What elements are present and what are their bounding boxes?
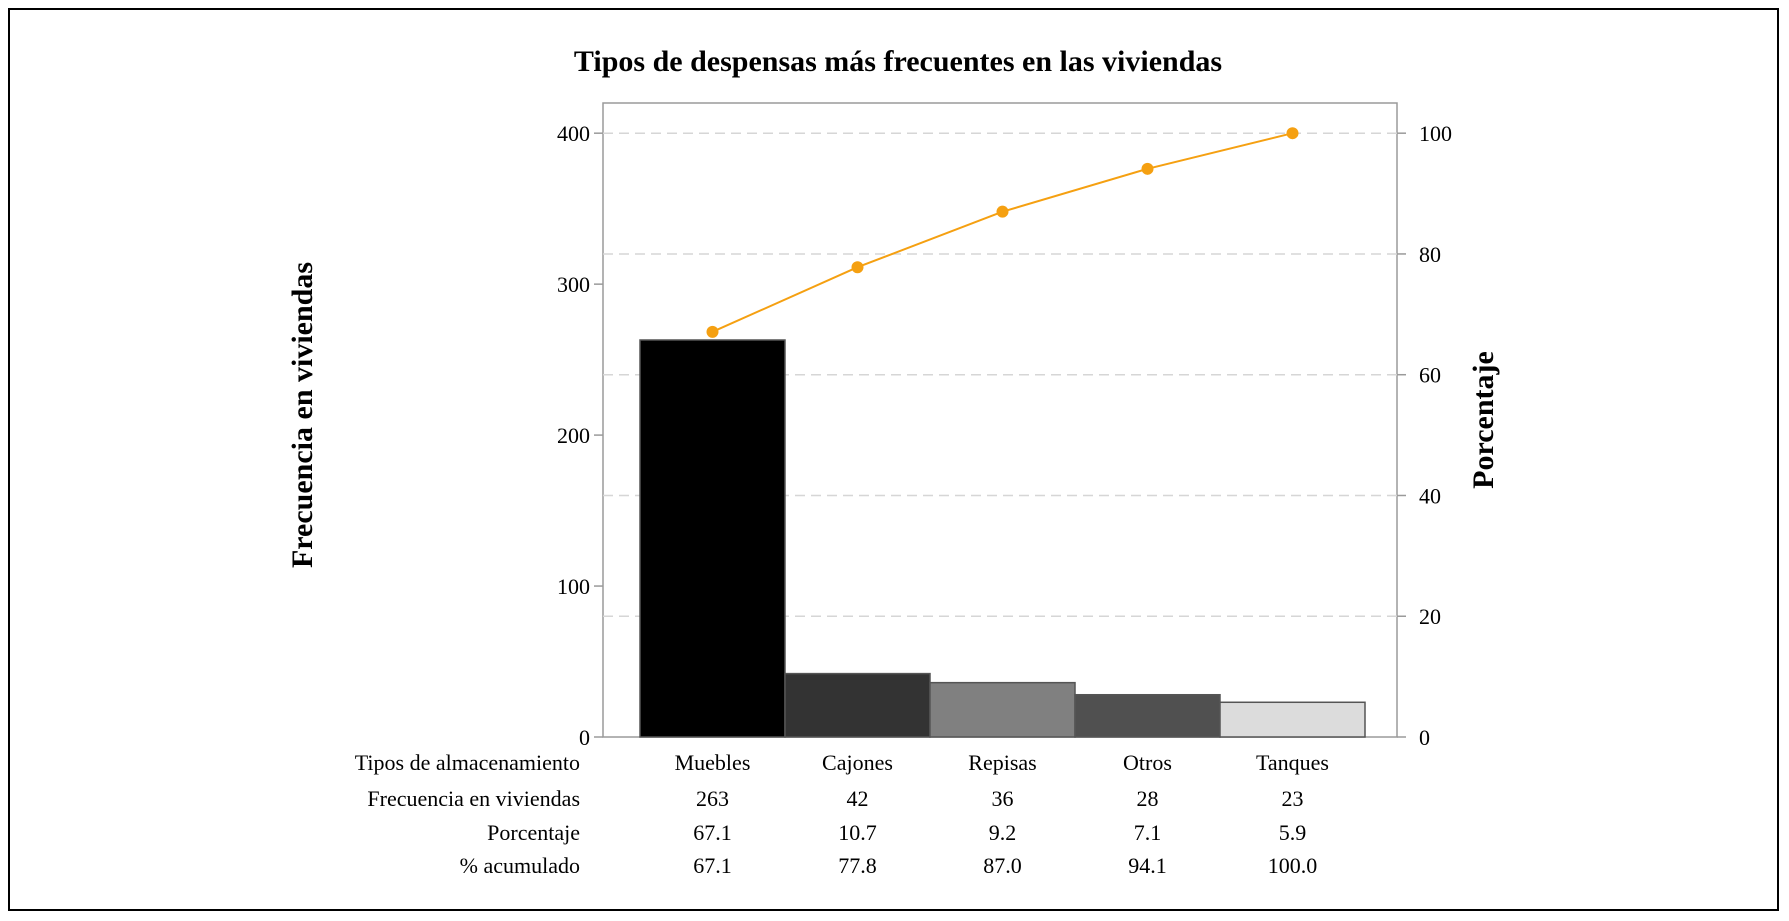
table-cell: 77.8 <box>838 853 877 878</box>
table-cell: 94.1 <box>1128 853 1167 878</box>
cumulative-point <box>1141 162 1154 175</box>
x-tick-label: Tanques <box>1256 750 1329 775</box>
x-tick-label: Repisas <box>968 750 1036 775</box>
table-cell: 42 <box>847 786 869 811</box>
table-cell: 263 <box>696 786 729 811</box>
y-tick-label: 300 <box>557 272 590 297</box>
y2-tick-label: 100 <box>1419 121 1452 146</box>
y2-tick-label: 40 <box>1419 483 1441 508</box>
table-cell: 36 <box>992 786 1014 811</box>
chart-frame <box>8 8 1779 911</box>
bar <box>1219 701 1366 738</box>
table-row-label: Frecuencia en viviendas <box>367 786 580 811</box>
table-row-label: % acumulado <box>460 853 580 878</box>
bar <box>784 672 931 738</box>
y-tick-label: 400 <box>557 121 590 146</box>
table-cell: 23 <box>1282 786 1304 811</box>
y-tick-label: 100 <box>557 574 590 599</box>
y2-tick-label: 20 <box>1419 604 1441 629</box>
y2-tick-label: 60 <box>1419 363 1441 388</box>
y-axis-title: Frecuencia en viviendas <box>286 262 319 568</box>
x-tick-label: Cajones <box>822 750 893 775</box>
table-cell: 100.0 <box>1268 853 1318 878</box>
table-row-label: Porcentaje <box>487 820 580 845</box>
y2-tick-label: 80 <box>1419 242 1441 267</box>
table-cell: 9.2 <box>989 820 1017 845</box>
y2-tick-label: 0 <box>1419 725 1430 750</box>
table-cell: 10.7 <box>838 820 877 845</box>
table-cell: 67.1 <box>693 853 732 878</box>
y-tick-label: 200 <box>557 423 590 448</box>
bar <box>639 339 786 738</box>
cumulative-line <box>712 132 1293 333</box>
table-cell: 5.9 <box>1279 820 1307 845</box>
y-tick-label: 0 <box>579 725 590 750</box>
table-cell: 7.1 <box>1134 820 1162 845</box>
cumulative-point <box>706 325 719 338</box>
bar <box>1074 693 1221 738</box>
x-tick-label: Muebles <box>675 750 751 775</box>
y2-axis-title: Porcentaje <box>1467 351 1500 489</box>
table-header-label: Tipos de almacenamiento <box>355 750 580 775</box>
bar <box>929 681 1076 738</box>
table-cell: 87.0 <box>983 853 1022 878</box>
table-cell: 28 <box>1137 786 1159 811</box>
cumulative-point <box>851 261 864 274</box>
cumulative-point <box>996 205 1009 218</box>
plot-area: 0 100 200 300 400 0 20 40 60 80 100 Tipos de almace… <box>355 102 1452 878</box>
table-cell: 67.1 <box>693 820 732 845</box>
x-tick-label: Otros <box>1123 750 1172 775</box>
chart-title: Tipos de despensas más frecuentes en las… <box>574 45 1222 78</box>
cumulative-point <box>1286 127 1299 140</box>
